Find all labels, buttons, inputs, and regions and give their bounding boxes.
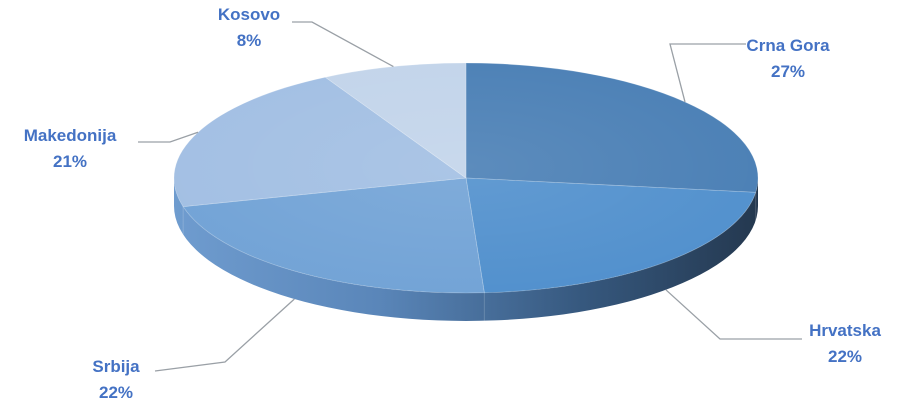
leader-line-crna-gora [669, 43, 746, 103]
data-label-crna-gora-name: Crna Gora [746, 36, 830, 55]
data-label-makedonija-value: 21% [53, 152, 87, 171]
data-label-srbija-name: Srbija [92, 357, 140, 376]
leader-line-makedonija [138, 131, 199, 143]
data-label-crna-gora-value: 27% [771, 62, 805, 81]
pie-side [174, 178, 758, 321]
pie-top [173, 62, 759, 294]
leader-lines [138, 21, 802, 372]
data-label-hrvatska-name: Hrvatska [809, 321, 881, 340]
pie-side-wall [174, 178, 758, 321]
data-label-kosovo-value: 8% [237, 31, 262, 50]
data-label-srbija-value: 22% [99, 383, 133, 402]
data-label-makedonija-name: Makedonija [24, 126, 117, 145]
leader-line-kosovo [292, 21, 394, 68]
leader-line-hrvatska [665, 289, 802, 340]
data-label-hrvatska-value: 22% [828, 347, 862, 366]
pie-top-highlight [174, 63, 758, 293]
data-labels: Crna Gora 27% Hrvatska 22% Srbija 22% Makedoni… [24, 5, 882, 402]
leader-line-srbija [154, 298, 295, 372]
data-label-kosovo-name: Kosovo [218, 5, 280, 24]
